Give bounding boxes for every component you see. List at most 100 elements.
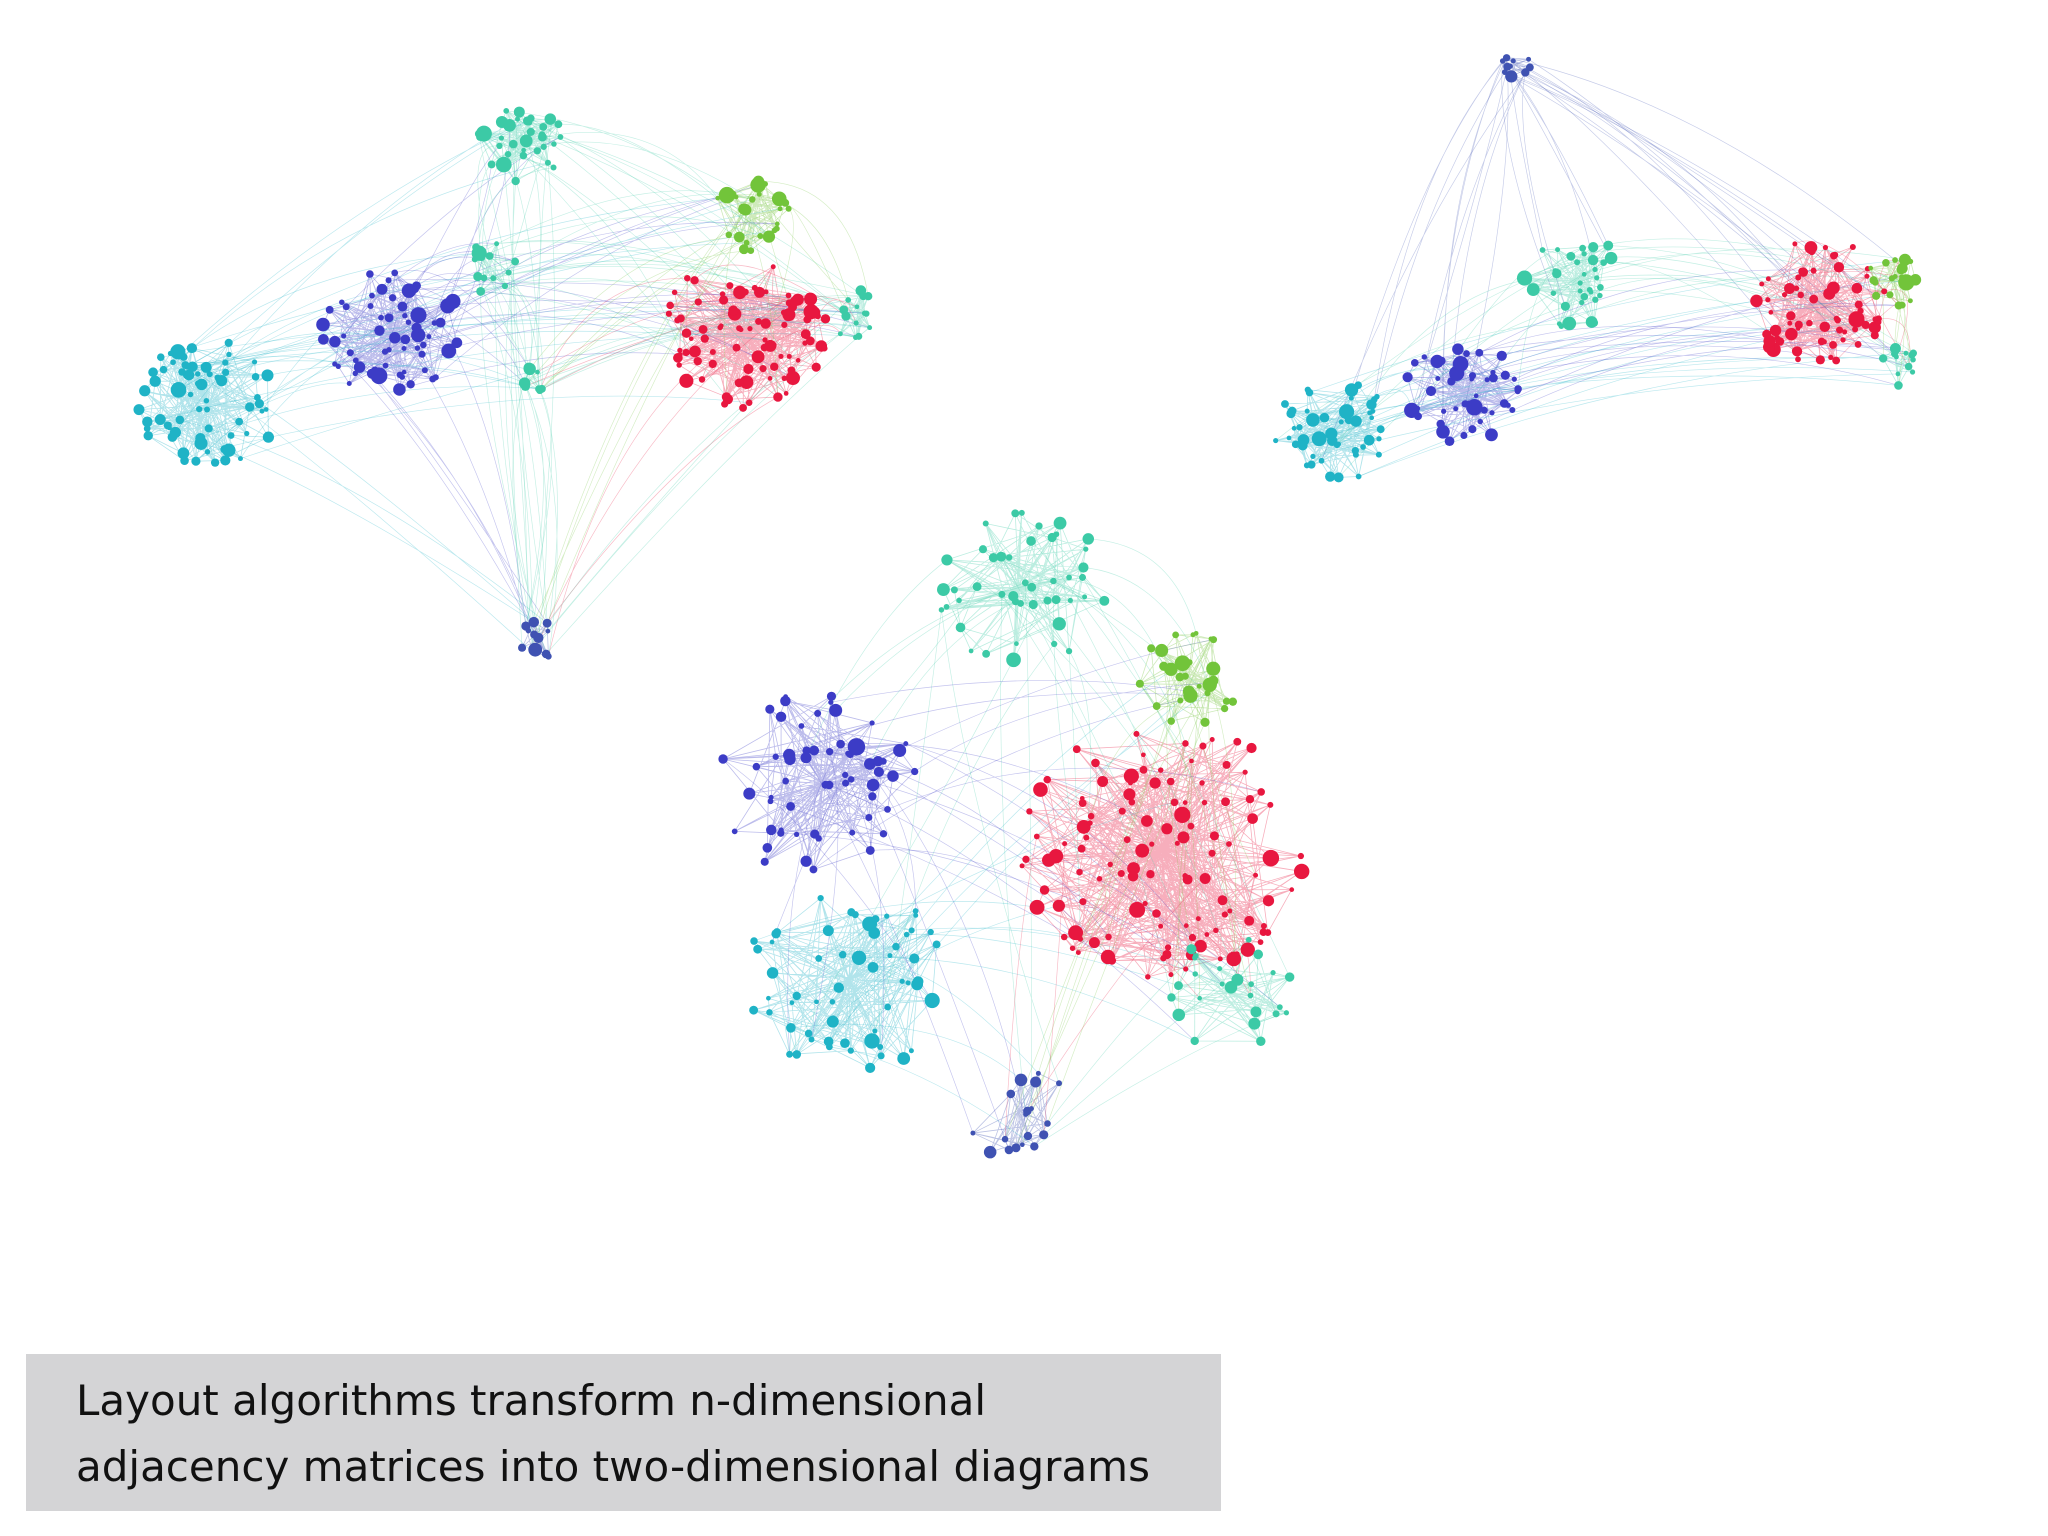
node <box>739 244 749 255</box>
node <box>352 357 359 364</box>
node <box>1145 974 1151 980</box>
node <box>747 326 753 332</box>
node <box>1840 337 1846 343</box>
node <box>1051 640 1058 648</box>
node <box>222 443 236 457</box>
node <box>496 142 503 150</box>
node <box>845 297 852 303</box>
node <box>1908 351 1916 359</box>
node <box>445 293 461 310</box>
node <box>342 303 350 311</box>
node <box>1021 579 1029 587</box>
node <box>1579 244 1587 252</box>
node <box>1852 326 1859 333</box>
node <box>400 334 411 345</box>
node <box>539 123 548 131</box>
edges <box>722 695 915 870</box>
node <box>1594 275 1600 281</box>
node <box>1480 406 1488 414</box>
node <box>698 324 708 334</box>
node <box>421 367 428 374</box>
node <box>1135 843 1150 858</box>
node <box>473 271 483 282</box>
node <box>1281 400 1289 408</box>
edges <box>1414 326 1914 392</box>
node <box>533 147 541 155</box>
node <box>743 787 756 800</box>
node <box>175 388 183 396</box>
node <box>1248 981 1255 988</box>
node <box>1209 737 1215 743</box>
node <box>142 416 153 427</box>
node <box>143 431 153 441</box>
node <box>738 203 750 215</box>
node <box>1182 685 1195 698</box>
node <box>1250 1006 1262 1018</box>
node <box>1794 320 1803 329</box>
node <box>1909 369 1916 375</box>
node <box>441 343 457 359</box>
node <box>1082 594 1088 600</box>
node <box>1242 769 1248 775</box>
node <box>1311 431 1327 447</box>
node <box>913 912 919 918</box>
node <box>1833 262 1845 273</box>
node <box>1043 596 1052 605</box>
node <box>1797 291 1805 299</box>
node <box>235 417 244 426</box>
node <box>544 113 557 125</box>
node <box>133 404 145 416</box>
node <box>1904 362 1913 371</box>
edges <box>726 181 869 310</box>
network <box>133 106 873 660</box>
node <box>1560 301 1570 311</box>
node <box>1775 337 1785 346</box>
node <box>839 305 849 315</box>
node <box>722 393 728 398</box>
node <box>767 376 773 381</box>
node <box>1296 424 1303 431</box>
node <box>927 928 934 936</box>
node <box>1208 675 1219 686</box>
node <box>877 1052 885 1060</box>
node <box>521 147 526 153</box>
node <box>1164 662 1178 676</box>
node <box>864 1033 880 1049</box>
node <box>1224 981 1238 994</box>
node <box>1848 311 1865 328</box>
node <box>780 695 791 707</box>
node <box>760 318 771 329</box>
node <box>1318 457 1325 464</box>
node <box>869 720 875 726</box>
node <box>781 321 788 328</box>
node <box>1272 1010 1280 1018</box>
node <box>544 159 551 166</box>
node <box>1097 775 1109 787</box>
node <box>1306 413 1320 427</box>
node <box>1078 799 1087 808</box>
node <box>781 375 788 381</box>
node <box>224 338 233 347</box>
node <box>1270 970 1276 976</box>
node <box>1909 274 1922 286</box>
node <box>897 1052 911 1065</box>
edges <box>753 789 1175 1055</box>
node <box>1199 742 1207 750</box>
node <box>1792 241 1798 247</box>
node <box>187 343 198 354</box>
node <box>715 195 721 201</box>
node <box>1499 58 1506 64</box>
node <box>1452 343 1464 355</box>
node <box>1018 509 1025 516</box>
node <box>1370 408 1376 414</box>
node <box>1083 834 1090 841</box>
node <box>1496 350 1507 361</box>
caption-box: Layout algorithms transform n-dimensiona… <box>26 1354 1221 1511</box>
node <box>1526 283 1540 296</box>
node <box>1221 911 1229 918</box>
node <box>1283 1010 1290 1016</box>
node <box>210 458 220 467</box>
node <box>519 134 533 148</box>
node <box>1581 271 1587 277</box>
node <box>938 607 945 613</box>
